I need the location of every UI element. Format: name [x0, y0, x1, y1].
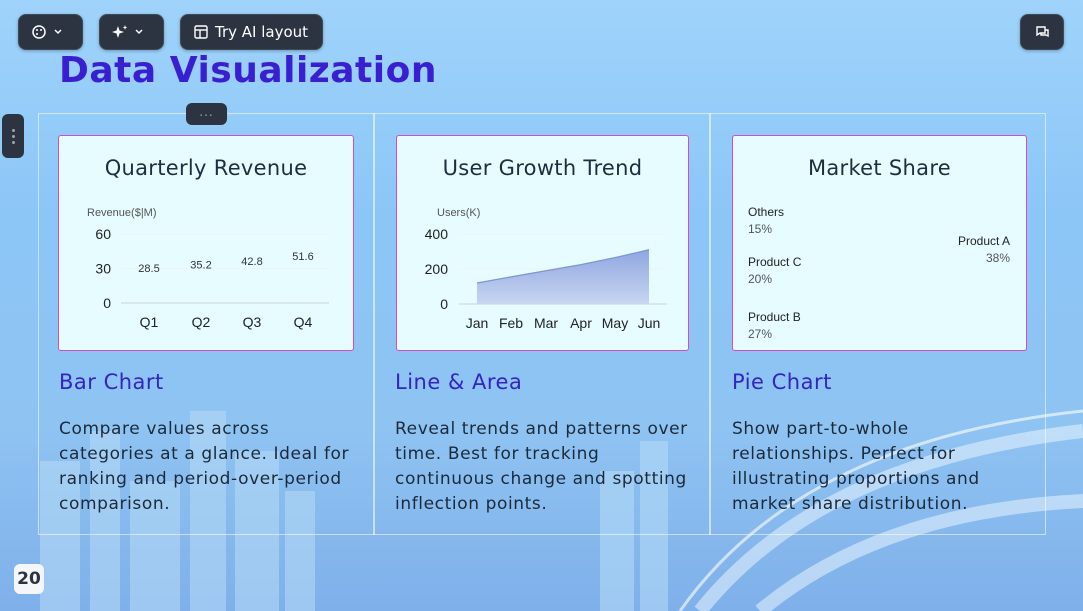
try-ai-layout-label: Try AI layout — [215, 23, 309, 41]
x-tick-label: Apr — [570, 315, 592, 331]
slice-percent: 27% — [748, 327, 772, 341]
x-tick-label: Q2 — [192, 314, 211, 330]
slice-percent: 38% — [986, 251, 1010, 265]
y-axis-label: Revenue($|M) — [87, 207, 157, 219]
data-label: 35.2 — [190, 260, 211, 272]
x-tick-label: Feb — [499, 315, 523, 331]
chart-title: User Growth Trend — [442, 156, 643, 180]
y-tick-label: 400 — [425, 226, 449, 242]
x-tick-label: Jan — [466, 315, 489, 331]
y-tick-label: 30 — [95, 261, 111, 277]
try-ai-layout-button[interactable]: Try AI layout — [180, 14, 323, 50]
column-divider — [709, 113, 711, 535]
x-tick-label: Q4 — [294, 314, 313, 330]
area-series — [477, 249, 649, 304]
y-tick-label: 0 — [440, 296, 448, 312]
drag-handle[interactable] — [2, 114, 24, 158]
pie-chart-card[interactable]: Market Share Others 15% Product C 20% Produc… — [732, 135, 1027, 351]
x-tick-label: May — [602, 315, 628, 331]
section-title: Bar Chart — [59, 370, 164, 394]
y-tick-label: 200 — [425, 261, 449, 277]
theme-button[interactable] — [18, 14, 83, 50]
chevron-down-icon — [54, 29, 62, 35]
x-tick-label: Jun — [638, 315, 661, 331]
chart-title: Quarterly Revenue — [104, 156, 308, 180]
x-tick-label: Mar — [534, 315, 558, 331]
area-chart-card[interactable]: User Growth Trend Users(K) 400 200 0 Jan Feb M… — [396, 135, 689, 351]
section-description: Reveal trends and patterns over time. Be… — [395, 419, 688, 514]
y-axis-label: Users(K) — [437, 207, 480, 219]
layout-icon — [194, 25, 208, 39]
page-title: Data Visualization — [59, 50, 437, 91]
bar-chart: Revenue($|M) 60 30 0 Q1 28.5 Q2 35.2 Q3 42.8 Q4 51.… — [87, 207, 329, 330]
area-line — [476, 249, 650, 284]
slice-name: Product B — [748, 310, 801, 324]
section-description: Compare values across categories at a gl… — [59, 419, 350, 514]
chevron-down-icon — [135, 29, 143, 35]
bar-chart-card[interactable]: Quarterly Revenue Revenue($|M) 60 30 0 Q1 28.… — [58, 135, 354, 351]
slice-name: Product A — [958, 234, 1010, 248]
ai-button[interactable] — [99, 14, 164, 50]
section-description: Show part-to-whole relationships. Perfec… — [732, 419, 980, 514]
section-title: Line & Area — [395, 370, 523, 394]
palette-icon — [32, 25, 46, 39]
sparkle-icon — [112, 25, 128, 38]
x-tick-label: Q3 — [243, 314, 262, 330]
content-grid — [38, 113, 1046, 535]
chart-title: Market Share — [807, 156, 952, 180]
section-title: Pie Chart — [732, 370, 832, 394]
slice-percent: 20% — [748, 272, 772, 286]
comment-icon — [1036, 26, 1049, 38]
y-tick-label: 0 — [103, 295, 111, 311]
column-divider — [373, 113, 375, 535]
data-label: 28.5 — [138, 263, 159, 275]
y-tick-label: 60 — [95, 226, 111, 242]
page-number: 20 — [14, 564, 44, 594]
slice-name: Others — [748, 205, 784, 219]
slice-name: Product C — [748, 255, 802, 269]
pie-chart: Others 15% Product C 20% Product B 27% Product… — [748, 205, 1010, 341]
x-tick-label: Q1 — [140, 314, 159, 330]
comment-button[interactable] — [1020, 14, 1064, 50]
data-label: 51.6 — [292, 251, 313, 263]
area-chart: Users(K) 400 200 0 Jan Feb Mar Apr May Jun — [425, 207, 667, 331]
slice-percent: 15% — [748, 222, 772, 236]
more-options-button[interactable]: ... — [186, 103, 227, 125]
data-label: 42.8 — [241, 256, 262, 268]
